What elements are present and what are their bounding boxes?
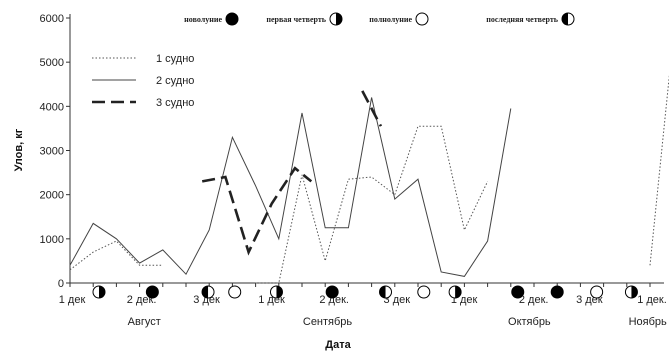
series-layer <box>69 74 669 284</box>
x-tick-label: 1 дек. <box>637 294 667 306</box>
axes-layer: 0 1000 2000 3000 4000 5000 6000 1 дек 2 дек. 3 де… <box>40 13 668 328</box>
moon-markers <box>92 285 638 299</box>
month-label: Ноябрь <box>629 316 667 328</box>
y-tick-label: 2000 <box>40 190 64 202</box>
moon-new-marker <box>145 285 159 299</box>
x-tick-label: 2 дек. <box>319 294 349 306</box>
moon-first-marker <box>92 285 106 299</box>
moon-legend-full-icon <box>415 12 429 26</box>
moon-legend-label: полнолуние <box>369 15 412 24</box>
y-tick-label: 4000 <box>40 101 64 113</box>
moon-new-marker <box>550 285 564 299</box>
series-line-1 <box>69 74 669 284</box>
moon-legend-first-icon <box>329 12 343 26</box>
series-legend: 1 судно 2 судно 3 судно <box>92 53 194 109</box>
y-tick-label: 1000 <box>40 234 64 246</box>
moon-phase-legend: новолуние первая четверть полнолуние послед… <box>184 12 575 26</box>
moon-first-marker <box>269 285 283 299</box>
x-tick-label: 3 дек <box>384 294 411 306</box>
x-axis-label: Дата <box>325 339 351 351</box>
moon-legend-label: новолуние <box>184 15 222 24</box>
legend-label-3: 3 судно <box>156 97 194 109</box>
moon-last-marker <box>379 285 393 299</box>
legend-label-1: 1 судно <box>156 53 194 65</box>
y-tick-label: 3000 <box>40 146 64 158</box>
moon-full-marker <box>590 285 604 299</box>
moon-new-marker <box>325 285 339 299</box>
x-tick-label: 3 дек <box>193 294 220 306</box>
month-label: Октябрь <box>508 316 551 328</box>
legend-label-2: 2 судно <box>156 75 194 87</box>
moon-new-marker <box>511 285 525 299</box>
y-tick-label: 5000 <box>40 57 64 69</box>
moon-legend-last-icon <box>561 12 575 26</box>
moon-full-marker <box>228 285 242 299</box>
moon-first-marker <box>448 285 462 299</box>
series-line-2 <box>69 97 512 277</box>
moon-full-marker <box>417 285 431 299</box>
month-label: Сентябрь <box>303 316 353 328</box>
moon-first-marker <box>624 285 638 299</box>
moon-legend-label: последняя четверть <box>486 15 559 24</box>
series-line-3 <box>201 90 383 256</box>
month-label: Август <box>128 316 161 328</box>
y-axis-label: Улов, кг <box>13 128 25 171</box>
moon-legend-new-icon <box>225 12 239 26</box>
moon-legend-label: первая четверть <box>266 15 326 24</box>
x-tick-label: 2 дек. <box>519 294 549 306</box>
y-tick-label: 6000 <box>40 13 64 25</box>
y-tick-label: 0 <box>58 278 64 290</box>
x-tick-label: 1 дек <box>59 294 86 306</box>
moon-last-marker <box>201 285 215 299</box>
